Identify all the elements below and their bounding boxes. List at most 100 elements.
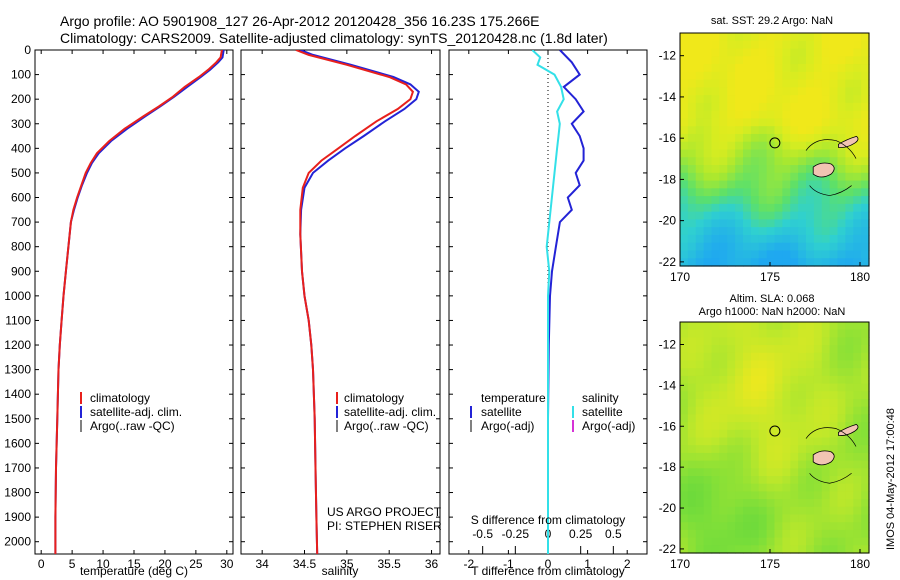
map-cell	[845, 110, 854, 120]
map-cell	[861, 196, 870, 205]
map-cell	[719, 188, 728, 197]
map-cell	[774, 383, 783, 392]
map-cell	[758, 157, 768, 166]
map-cell	[861, 399, 870, 408]
map-cell	[727, 149, 736, 158]
map-cell	[774, 227, 783, 236]
map-cell	[711, 483, 720, 492]
map-cell	[703, 172, 713, 182]
map-cell	[782, 383, 791, 392]
map-cell	[813, 102, 823, 112]
map-cell	[735, 322, 744, 331]
map-cell	[829, 87, 839, 96]
imos-timestamp: IMOS 04-May-2012 17:00:48	[885, 408, 897, 550]
map-cell	[829, 529, 839, 539]
map-cell	[829, 126, 839, 135]
map-cell	[743, 337, 752, 346]
map-cell	[703, 219, 713, 228]
map-cell	[766, 537, 776, 546]
map-cell	[774, 71, 783, 81]
map-cell	[719, 391, 728, 400]
map-cell	[687, 149, 697, 158]
map-cell	[774, 375, 783, 385]
map-cell	[743, 483, 752, 492]
map-cell	[861, 445, 870, 454]
map-x-tick-label: 170	[670, 557, 690, 571]
map-cell	[735, 514, 744, 523]
map-cell	[782, 414, 791, 423]
map-cell	[680, 399, 689, 408]
map-cell	[758, 537, 768, 546]
map-cell	[813, 522, 823, 531]
map-cell	[758, 149, 768, 158]
map-cell	[821, 258, 831, 267]
map-cell	[774, 133, 783, 143]
map-cell	[774, 40, 783, 50]
map-cell	[845, 352, 854, 362]
map-cell	[861, 491, 870, 500]
map-cell	[774, 219, 783, 228]
map-cell	[719, 476, 728, 485]
map-cell	[695, 250, 705, 259]
map-cell	[821, 468, 831, 477]
map-cell	[782, 476, 791, 485]
x-tick-label: 15	[127, 557, 141, 571]
map-y-tick-label: -16	[659, 131, 677, 145]
map-cell	[821, 56, 831, 65]
map-cell	[680, 483, 689, 492]
map-cell	[766, 476, 776, 485]
map-cell	[735, 368, 744, 377]
map-cell	[845, 476, 854, 485]
map-cell	[798, 383, 807, 392]
map-cell	[750, 165, 760, 174]
map-cell	[790, 491, 799, 500]
map-cell	[703, 149, 713, 158]
map-cell	[703, 141, 713, 151]
map-cell	[861, 406, 870, 415]
map-cell	[821, 95, 831, 104]
map-cell	[861, 483, 870, 492]
map-cell	[813, 71, 823, 81]
map-cell	[861, 48, 870, 57]
map-cell	[845, 460, 854, 469]
map-cell	[758, 368, 768, 377]
map-cell	[813, 537, 823, 546]
map-cell	[727, 460, 736, 469]
map-cell	[719, 460, 728, 469]
map-cell	[798, 352, 807, 362]
map-cell	[703, 422, 713, 431]
map-cell	[758, 165, 768, 174]
map-cell	[743, 95, 752, 104]
map-cell	[782, 422, 791, 431]
map-cell	[758, 242, 768, 252]
map-cell	[829, 48, 839, 57]
map-cell	[845, 360, 854, 369]
map-cell	[813, 227, 823, 236]
map-cell	[735, 499, 744, 508]
map-cell	[853, 242, 862, 252]
map-cell	[861, 87, 870, 96]
map-cell	[703, 95, 713, 104]
map-cell	[719, 352, 728, 362]
map-cell	[861, 165, 870, 174]
map-cell	[861, 468, 870, 477]
map-cell	[680, 460, 689, 469]
map-cell	[853, 157, 862, 166]
map-cell	[813, 126, 823, 135]
map-cell	[853, 95, 862, 104]
map-cell	[845, 483, 854, 492]
map-cell	[821, 337, 831, 346]
map-cell	[861, 391, 870, 400]
map-cell	[680, 352, 689, 362]
map-cell	[743, 180, 752, 189]
map-cell	[774, 360, 783, 369]
map-cell	[829, 406, 839, 415]
map-cell	[766, 102, 776, 112]
map-cell	[695, 545, 705, 554]
map-cell	[798, 242, 807, 252]
map-y-tick-label: -14	[659, 90, 677, 104]
map-cell	[845, 337, 854, 346]
map-cell	[837, 468, 846, 477]
map-cell	[727, 211, 736, 220]
map-cell	[687, 499, 697, 508]
